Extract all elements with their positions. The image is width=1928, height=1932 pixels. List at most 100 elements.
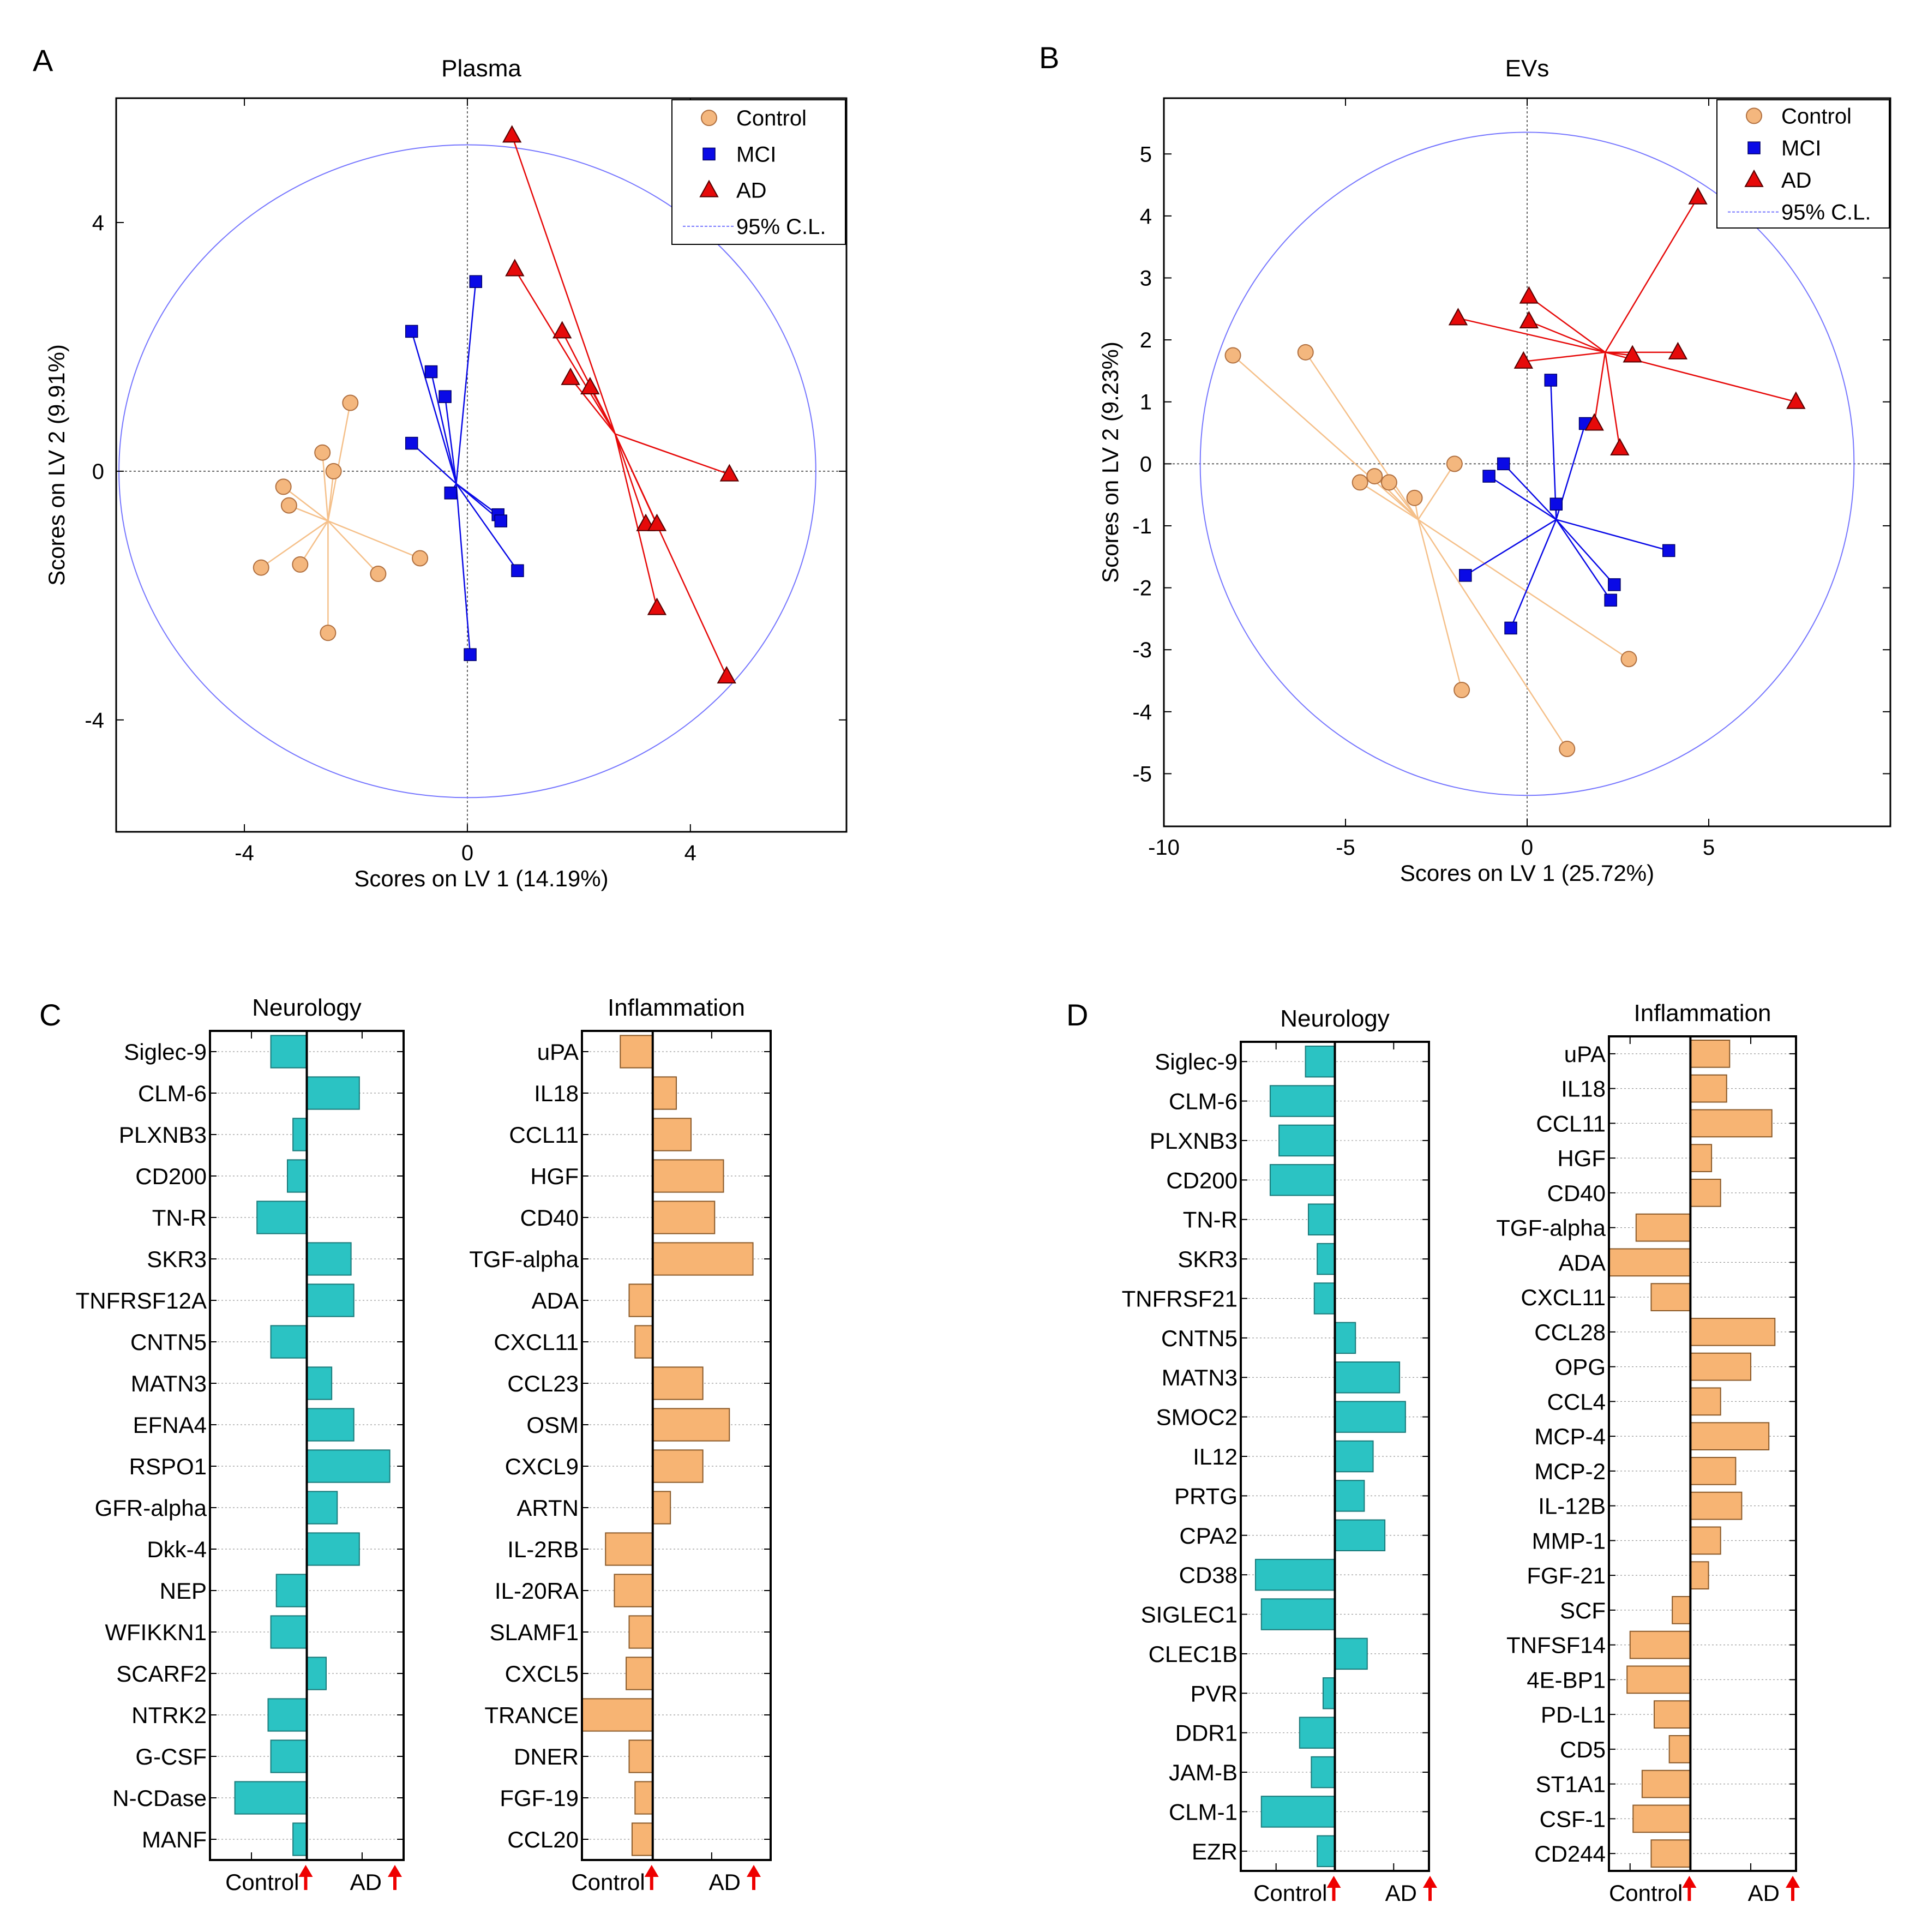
bar-category-label: SLAMF1 <box>490 1619 579 1645</box>
bar <box>1690 1040 1731 1068</box>
bar-category-label: CXCL9 <box>505 1454 579 1479</box>
plot-frame <box>1240 1041 1430 1872</box>
bar-category-label: MCP-2 <box>1534 1459 1606 1484</box>
bar-category-label: ADA <box>532 1288 579 1313</box>
bar <box>1690 1109 1773 1138</box>
bar-category-label: CSF-1 <box>1540 1806 1606 1832</box>
bar <box>306 1657 327 1690</box>
centroid-spoke <box>455 483 471 655</box>
centroid-spoke <box>283 486 329 522</box>
plot-frame <box>581 1030 772 1861</box>
bar <box>306 1283 355 1317</box>
bar-category-label: EZR <box>1192 1839 1238 1864</box>
legend-label: Control <box>736 106 807 130</box>
bar <box>1626 1665 1691 1694</box>
bar <box>1690 1074 1727 1103</box>
centroid-spoke <box>1550 380 1557 520</box>
data-point-ad <box>502 125 522 143</box>
bar <box>1629 1630 1691 1659</box>
centroid-spoke <box>614 434 658 608</box>
bar-category-label: NTRK2 <box>131 1702 207 1728</box>
legend-marker-control <box>1746 107 1762 124</box>
chart-title: Plasma <box>441 55 521 82</box>
bar-category-label: WFIKKN1 <box>105 1619 207 1645</box>
bar <box>652 1491 671 1525</box>
y-tick-label: 2 <box>1140 328 1152 352</box>
chart-title: Neurology <box>1280 1005 1390 1032</box>
bar <box>306 1076 360 1110</box>
data-point-mci <box>1459 569 1472 582</box>
legend-marker-ad <box>699 179 719 197</box>
bar-category-label: TGF-alpha <box>469 1246 579 1272</box>
data-point-ad <box>1623 345 1642 363</box>
bar <box>1690 1318 1776 1346</box>
bar-category-label: DNER <box>514 1744 579 1769</box>
bar <box>1334 1519 1386 1551</box>
bar-category-label: CLM-6 <box>138 1081 207 1106</box>
centroid-spoke <box>1305 352 1419 520</box>
bar <box>1690 1526 1721 1555</box>
data-point-control <box>275 478 292 495</box>
panel-letter: D <box>1066 998 1088 1032</box>
bar-category-label: TRANCE <box>484 1702 579 1728</box>
bar-category-label: PLXNB3 <box>1150 1128 1238 1154</box>
bar-category-label: CCL11 <box>1536 1111 1606 1136</box>
panel-a: A Plasma -4 0 4 -4 0 4 Scores on LV 1 (14.19%) Sc… <box>33 43 848 891</box>
bar-category-label: CPA2 <box>1179 1523 1238 1549</box>
data-point-ad <box>1786 391 1806 409</box>
chart-title: EVs <box>1505 55 1549 82</box>
control-arrow-head <box>644 1865 659 1877</box>
centroid-spoke <box>1418 519 1568 749</box>
bar <box>1334 1440 1374 1473</box>
y-tick-label: 5 <box>1140 142 1152 166</box>
data-point-ad <box>1513 351 1534 369</box>
bar <box>270 1035 308 1069</box>
centroid-spoke <box>1488 476 1557 520</box>
ad-arrow-head <box>1423 1876 1437 1888</box>
bar <box>1690 1491 1743 1520</box>
bar <box>1269 1164 1336 1196</box>
data-point-ad <box>505 259 525 277</box>
bar <box>292 1822 308 1856</box>
bar-category-label: GFR-alpha <box>95 1495 207 1521</box>
bar-category-label: MCP-4 <box>1534 1424 1606 1449</box>
bar-category-label: CXCL11 <box>1521 1285 1606 1310</box>
legend-label: 95% C.L. <box>736 215 826 239</box>
bar-category-label: EFNA4 <box>133 1412 207 1438</box>
x-axis-label-control: Control <box>225 1869 299 1895</box>
bar-category-label: PLXNB3 <box>119 1122 207 1148</box>
data-point-control <box>1453 682 1470 699</box>
bar-category-label: CLM-1 <box>1169 1799 1238 1825</box>
bar-category-label: DDR1 <box>1175 1720 1238 1746</box>
bar <box>1690 1144 1713 1172</box>
ad-arrow-head <box>747 1865 761 1877</box>
bar-category-label: MANF <box>142 1827 207 1852</box>
bar <box>628 1615 653 1649</box>
legend: Control MCI AD 95% C.L. <box>1716 99 1890 229</box>
bar-category-label: CNTN5 <box>130 1329 207 1355</box>
centroid-spoke <box>1528 320 1606 353</box>
y-tick-label: 3 <box>1140 266 1152 290</box>
bar <box>1278 1124 1336 1157</box>
bar <box>1260 1598 1336 1630</box>
plot-frame <box>1608 1035 1797 1872</box>
bar <box>270 1615 308 1649</box>
data-point-ad <box>1519 286 1539 304</box>
centroid-spoke <box>411 442 457 484</box>
bar <box>1311 1756 1336 1789</box>
bar <box>1334 1322 1356 1354</box>
bar <box>292 1118 308 1151</box>
bar <box>631 1822 653 1856</box>
bar-category-label: SKR3 <box>1178 1246 1238 1272</box>
bar-category-label: HGF <box>530 1163 579 1189</box>
y-tick-label: 0 <box>92 460 104 484</box>
data-point-control <box>342 394 359 411</box>
legend: Control MCI AD 95% C.L. <box>671 99 846 245</box>
centroid-spoke <box>589 387 616 435</box>
x-axis-label-control: Control <box>571 1869 645 1895</box>
centroid-spoke <box>299 520 329 565</box>
centroid-spoke <box>1528 296 1606 353</box>
centroid-spoke <box>511 135 616 434</box>
bar <box>1650 1839 1691 1868</box>
data-point-mci <box>1482 470 1495 483</box>
